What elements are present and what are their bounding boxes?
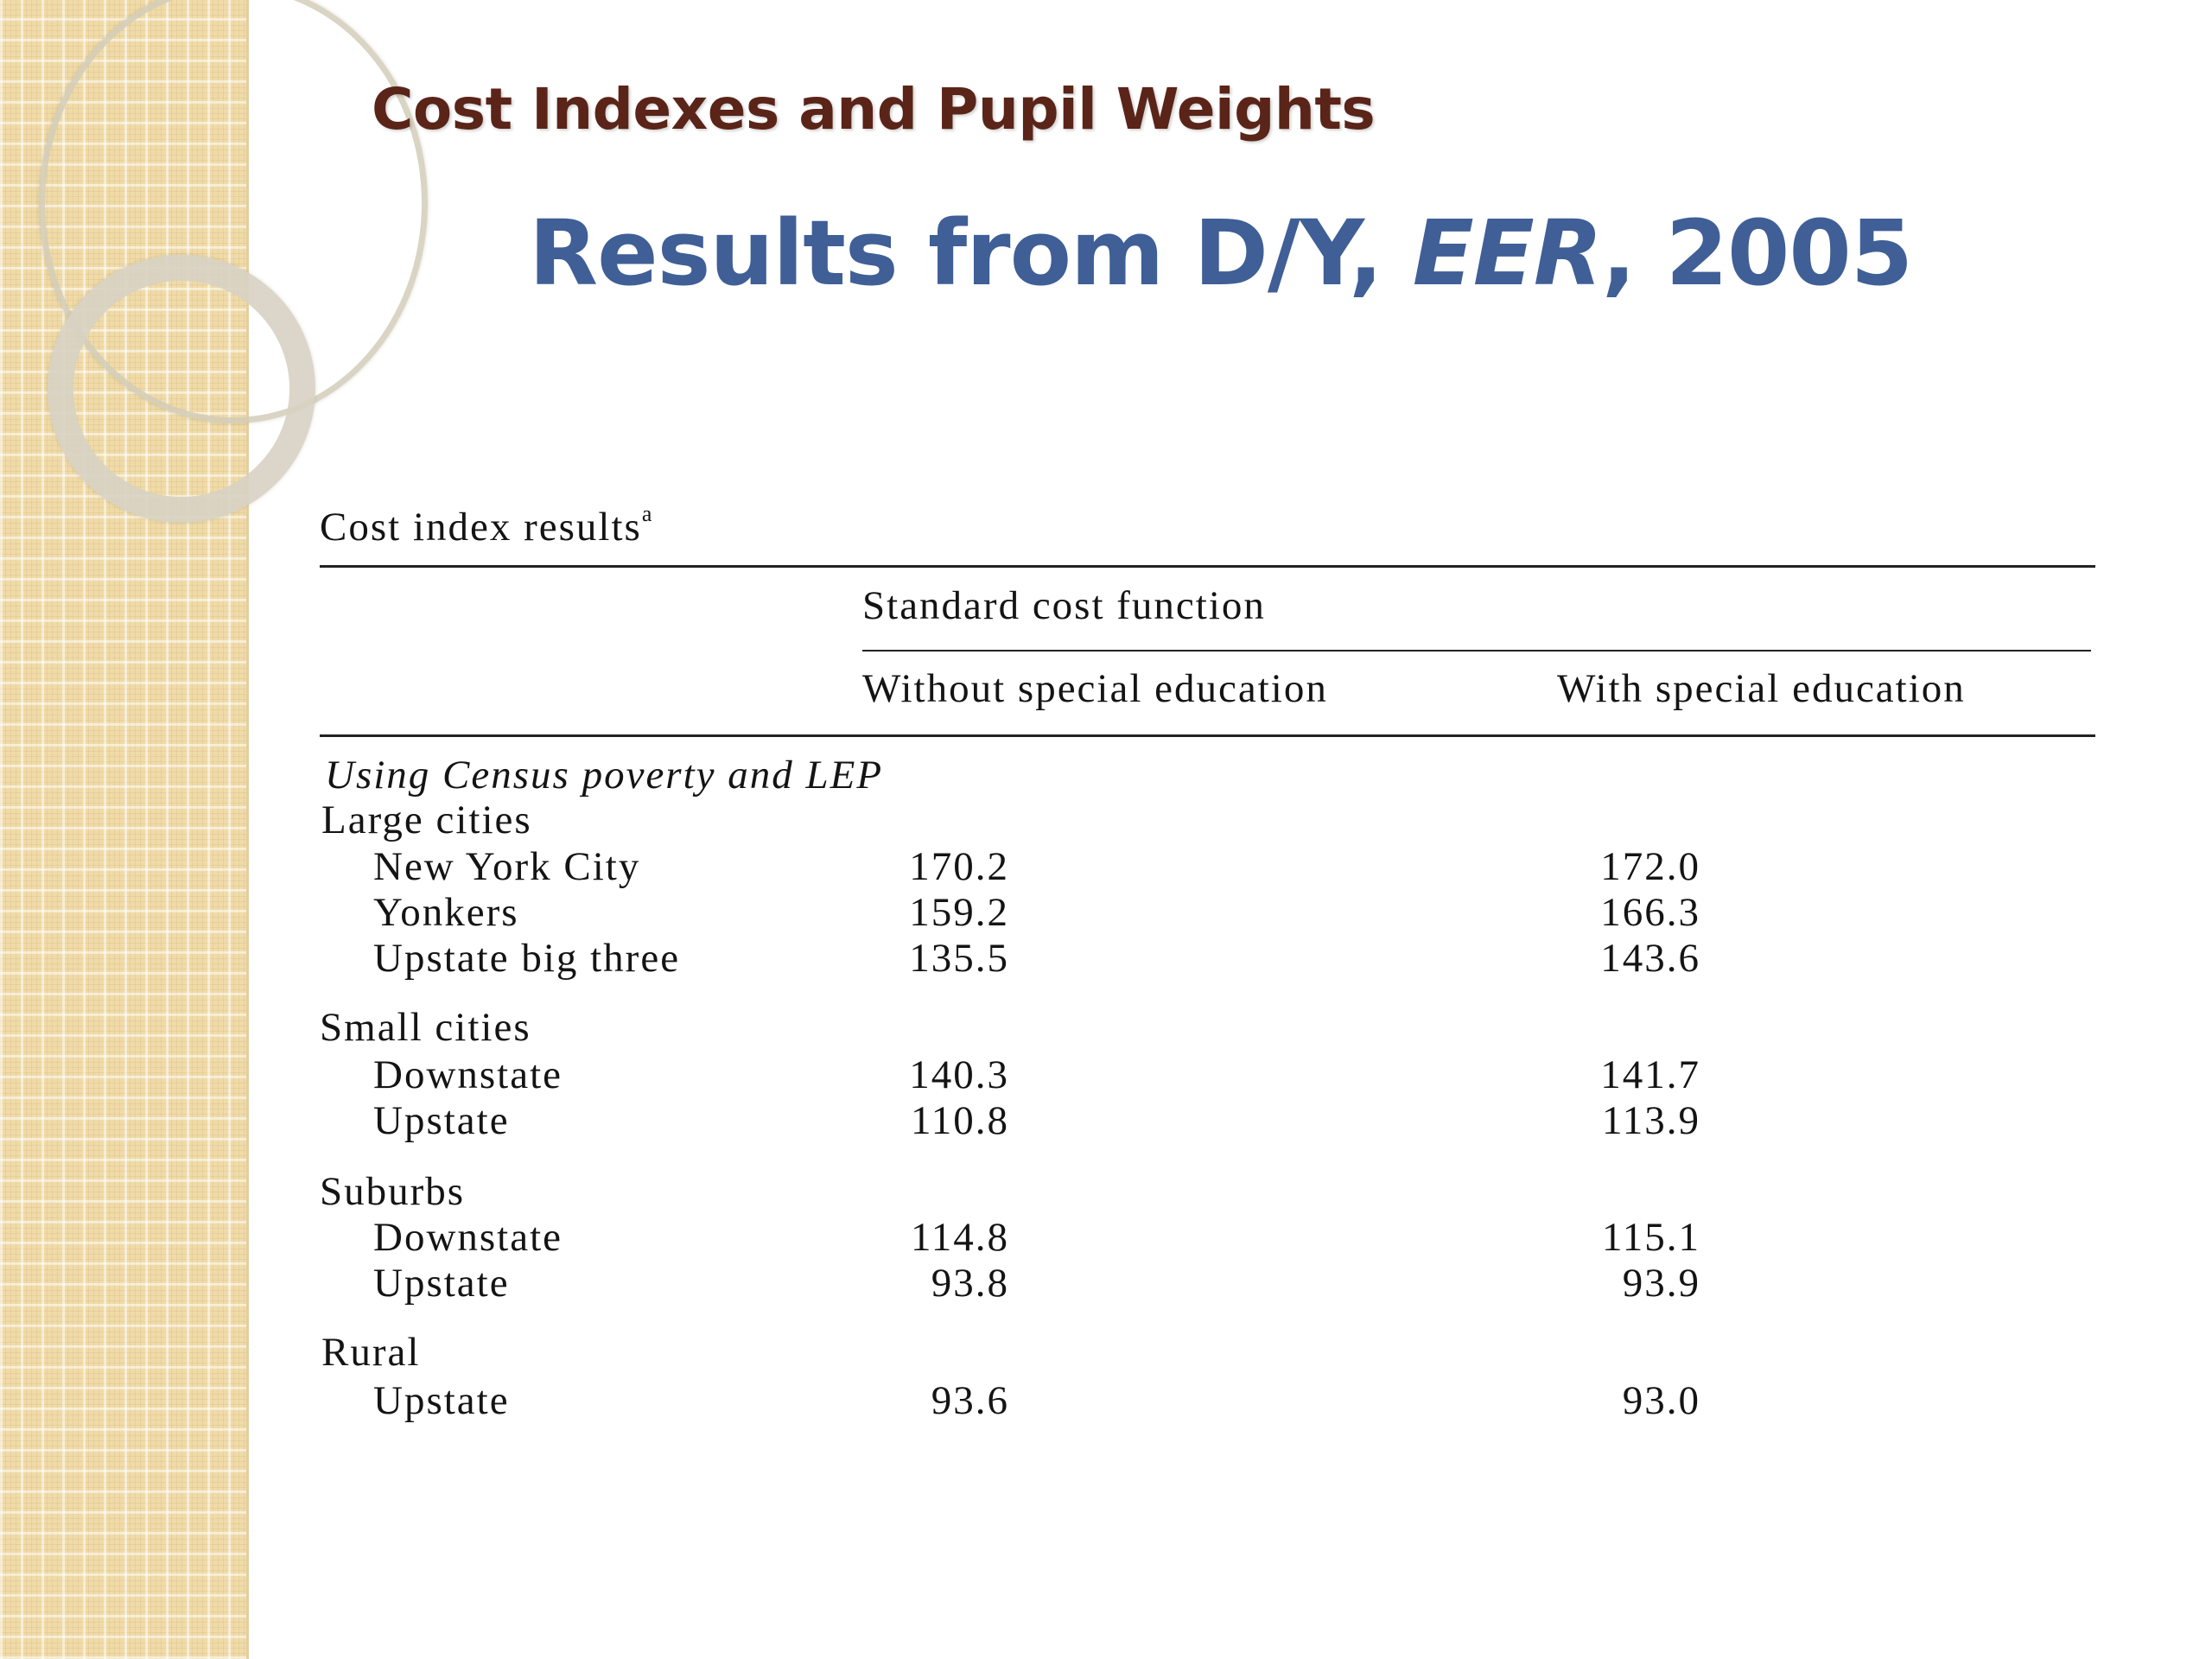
title-journal: EER (1412, 200, 1603, 306)
table-caption: Cost index resultsa (320, 501, 652, 550)
column-header-with: With special education (1557, 666, 1966, 711)
group-header: Standard cost function (862, 583, 1266, 628)
value-without: 93.6 (931, 1378, 1009, 1423)
group-label-large-cities: Large cities (321, 798, 532, 842)
row-label: Downstate (373, 1215, 563, 1260)
row-label: Upstate (373, 1098, 510, 1143)
value-with: 141.7 (1600, 1052, 1700, 1097)
row-label: Downstate (373, 1052, 563, 1097)
section-note: Using Census poverty and LEP (325, 753, 884, 798)
value-without: 170.2 (909, 844, 1009, 889)
slide-title: Results from D/Y, EER, 2005 (529, 200, 1913, 306)
row-label: Yonkers (373, 890, 519, 935)
row-label: Upstate (373, 1261, 510, 1306)
table-rule-group (862, 650, 2091, 652)
title-main: Results from D/Y, (529, 200, 1413, 306)
group-label-small-cities: Small cities (320, 1005, 531, 1050)
value-without: 110.8 (910, 1098, 1009, 1143)
value-with: 143.6 (1600, 936, 1700, 981)
value-without: 93.8 (931, 1261, 1009, 1306)
row-label: Upstate (373, 1378, 510, 1423)
table-caption-text: Cost index results (320, 505, 642, 550)
value-with: 115.1 (1601, 1215, 1700, 1260)
value-with: 93.9 (1622, 1261, 1700, 1306)
footnote-mark: a (641, 501, 652, 526)
column-header-without: Without special education (862, 666, 1328, 711)
value-without: 135.5 (909, 936, 1009, 981)
table-rule-top (320, 565, 2095, 568)
row-label: New York City (373, 844, 641, 889)
slide-heading: Cost Indexes and Pupil Weights (372, 76, 1376, 143)
group-label-suburbs: Suburbs (320, 1169, 466, 1214)
group-label-rural: Rural (321, 1330, 421, 1375)
row-label: Upstate big three (373, 936, 681, 981)
value-with: 166.3 (1600, 890, 1700, 935)
decorative-ring-small (48, 255, 315, 523)
value-without: 159.2 (909, 890, 1009, 935)
value-with: 113.9 (1601, 1098, 1700, 1143)
title-tail: , 2005 (1601, 200, 1913, 306)
table-rule-header (320, 734, 2095, 737)
value-with: 172.0 (1600, 844, 1700, 889)
value-without: 114.8 (910, 1215, 1009, 1260)
value-with: 93.0 (1622, 1378, 1700, 1423)
value-without: 140.3 (909, 1052, 1009, 1097)
